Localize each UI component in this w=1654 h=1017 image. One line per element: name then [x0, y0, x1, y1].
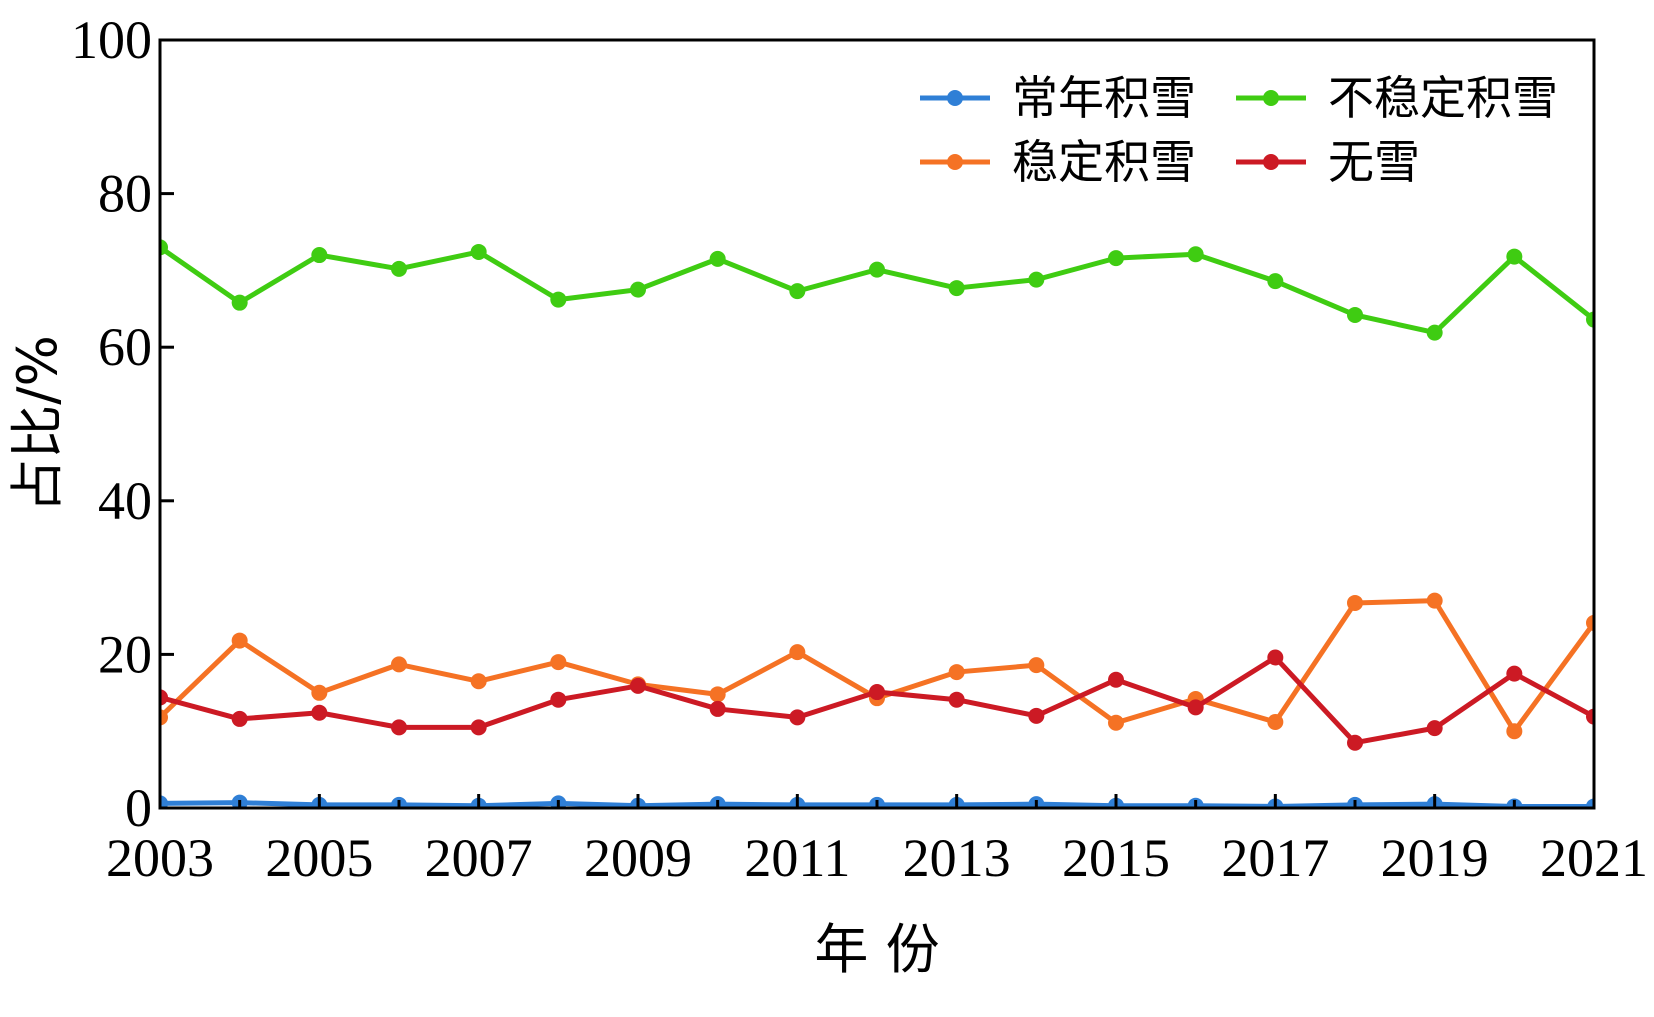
- data-point: [1267, 649, 1284, 666]
- x-tick-label: 2007: [425, 828, 533, 888]
- x-tick-label: 2003: [106, 828, 214, 888]
- data-point: [1586, 708, 1594, 725]
- data-point: [1028, 707, 1045, 724]
- y-tick-label: 80: [98, 164, 152, 224]
- data-point: [311, 247, 328, 264]
- data-point: [1586, 311, 1594, 328]
- data-point: [1426, 720, 1443, 737]
- legend-item: 无雪: [1236, 135, 1420, 189]
- legend-item: 常年积雪: [920, 71, 1196, 125]
- series-line: [160, 598, 1594, 734]
- data-point: [311, 684, 328, 701]
- y-axis-title: 占比/%: [6, 335, 69, 513]
- data-point: [1108, 671, 1124, 688]
- series-1: [160, 239, 1594, 341]
- data-point: [1586, 798, 1594, 808]
- data-point: [1028, 657, 1045, 674]
- x-tick-label: 2011: [744, 828, 850, 888]
- x-tick-label: 2019: [1381, 828, 1489, 888]
- data-point: [311, 704, 328, 721]
- data-point: [1108, 714, 1124, 731]
- data-point: [550, 691, 567, 708]
- data-point: [231, 632, 248, 649]
- series-line: [160, 245, 1594, 336]
- data-point: [1187, 699, 1204, 716]
- x-tick-label: 2005: [265, 828, 373, 888]
- legend-swatch-marker: [1263, 154, 1279, 170]
- y-tick-label: 100: [71, 10, 152, 70]
- data-point: [709, 250, 726, 267]
- x-tick-label: 2015: [1062, 828, 1170, 888]
- data-point: [160, 709, 168, 726]
- data-point: [1187, 246, 1204, 263]
- tick-labels-layer: 0 20 40 60 80 100 2003 2005 2007 2009 2011 2013 2015…: [71, 10, 1648, 888]
- data-point: [869, 261, 885, 278]
- data-point: [948, 280, 965, 297]
- x-axis-title: 年 份: [814, 918, 939, 981]
- legend-swatch-marker: [947, 90, 963, 106]
- data-point: [948, 664, 965, 681]
- series-3: [160, 649, 1594, 751]
- series-2: [160, 592, 1594, 740]
- data-point: [391, 260, 407, 277]
- data-point: [470, 243, 487, 260]
- data-point: [1426, 592, 1443, 609]
- legend-label: 稳定积雪: [1012, 135, 1196, 189]
- y-tick-label: 40: [98, 471, 152, 531]
- data-point: [1506, 665, 1523, 682]
- x-tick-label: 2021: [1540, 828, 1648, 888]
- data-point: [470, 673, 487, 690]
- legend-label: 不稳定积雪: [1328, 71, 1558, 125]
- data-point: [869, 684, 885, 701]
- data-point: [630, 677, 646, 694]
- data-point: [550, 291, 567, 308]
- data-point: [160, 239, 168, 256]
- ticks-layer: [158, 38, 1596, 810]
- legend-swatch-marker: [947, 154, 963, 170]
- data-point: [948, 691, 965, 708]
- data-point: [160, 689, 168, 706]
- x-tick-label: 2017: [1221, 828, 1329, 888]
- legend-item: 不稳定积雪: [1236, 71, 1558, 125]
- series-layer: [160, 239, 1594, 808]
- data-point: [1347, 734, 1363, 751]
- data-point: [1426, 324, 1443, 341]
- data-point: [1028, 271, 1045, 288]
- y-tick-label: 0: [125, 778, 152, 838]
- x-tick-label: 2009: [584, 828, 692, 888]
- data-point: [231, 710, 248, 727]
- data-point: [789, 709, 806, 726]
- data-point: [789, 283, 806, 300]
- y-tick-label: 60: [98, 317, 152, 377]
- data-point: [231, 294, 248, 311]
- data-point: [1267, 713, 1284, 730]
- x-tick-label: 2013: [903, 828, 1011, 888]
- legend-item: 稳定积雪: [920, 135, 1196, 189]
- legend-label: 无雪: [1328, 135, 1420, 189]
- data-point: [1586, 614, 1594, 631]
- data-point: [1267, 273, 1284, 290]
- data-point: [391, 656, 407, 673]
- data-point: [1347, 594, 1363, 611]
- data-point: [1347, 306, 1363, 323]
- data-point: [709, 686, 726, 703]
- data-point: [550, 654, 567, 671]
- data-point: [1506, 723, 1523, 740]
- y-tick-label: 20: [98, 624, 152, 684]
- data-point: [160, 795, 168, 808]
- data-point: [1506, 248, 1523, 265]
- data-point: [470, 719, 487, 736]
- data-point: [789, 644, 806, 661]
- data-point: [391, 719, 407, 736]
- legend-label: 常年积雪: [1012, 71, 1196, 125]
- data-point: [630, 281, 646, 298]
- legend-swatch-marker: [1263, 90, 1279, 106]
- data-point: [1108, 250, 1124, 267]
- data-point: [709, 700, 726, 717]
